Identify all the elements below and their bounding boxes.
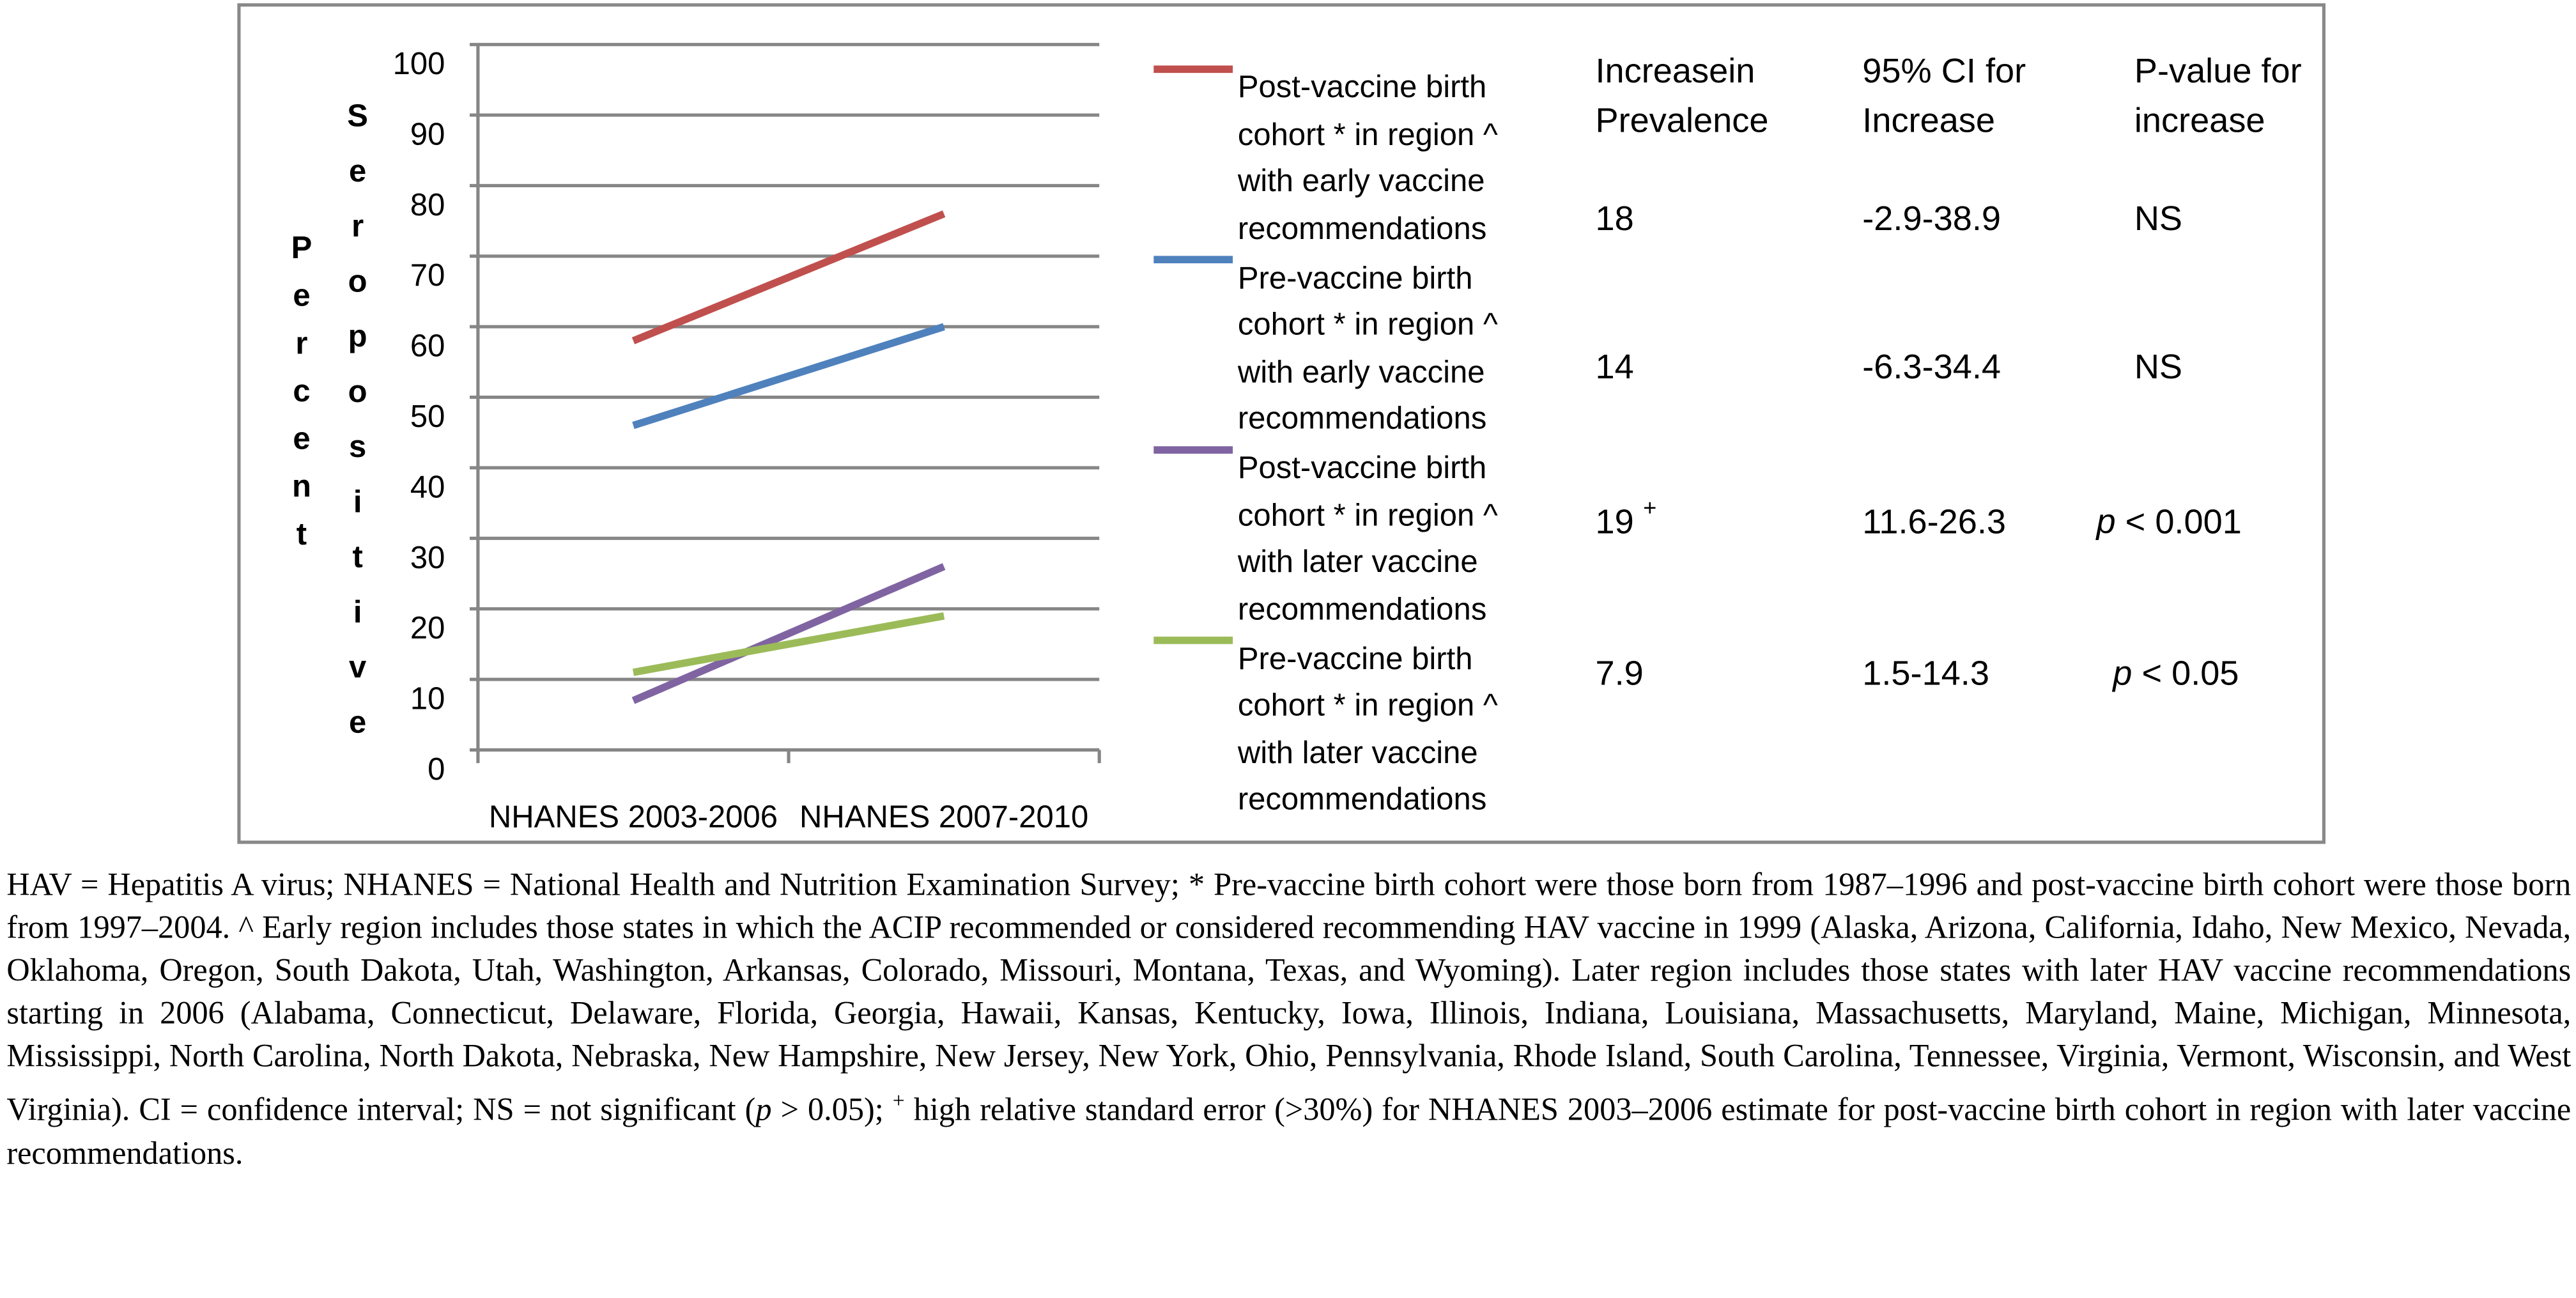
- caption: HAV = Hepatitis A virus; NHANES = Nation…: [6, 865, 2571, 1176]
- table-cell: 14: [1595, 348, 1633, 386]
- table-cell: 18: [1595, 199, 1633, 238]
- table-cell: NS: [2134, 199, 2182, 238]
- legend-label: Pre-vaccine birth cohort * in region ^ w…: [1237, 642, 1498, 818]
- y-tick-label: 0: [428, 752, 445, 787]
- y-tick-label: 90: [410, 117, 445, 151]
- table-cell: p < 0.001: [2095, 502, 2242, 541]
- table-header: P-value for increase: [2134, 52, 2302, 141]
- table-cell: p < 0.05: [2111, 654, 2239, 693]
- table-cell: -6.3-34.4: [1862, 348, 2001, 386]
- y-tick-label: 60: [410, 329, 445, 364]
- y-tick-label: 50: [410, 399, 445, 434]
- table-cell: -2.9-38.9: [1862, 199, 2001, 238]
- legend-entry: Pre-vaccine birth cohort * in region ^ w…: [1237, 261, 1498, 437]
- y-tick-label: 80: [410, 188, 445, 222]
- y-axis-label: Percent: [284, 231, 319, 564]
- caption-text: high relative standard error (>30%) for …: [6, 1093, 2572, 1171]
- superscript: +: [1643, 494, 1656, 520]
- y-tick-label: 20: [410, 611, 445, 645]
- table-header: Increasein Prevalence: [1595, 52, 1769, 141]
- series-line: [632, 323, 945, 429]
- series-line: [632, 612, 945, 676]
- caption-text: > 0.05);: [771, 1093, 893, 1129]
- y-tick-label: 40: [410, 470, 445, 504]
- series-line: [631, 210, 946, 344]
- legend-entry: Post-vaccine birth cohort * in region ^ …: [1237, 70, 1498, 247]
- header-cell: P-value for increase: [2134, 52, 2302, 141]
- table-header: 95% CI for Increase: [1862, 52, 2026, 141]
- table-cell: 1.5-14.3: [1862, 654, 1989, 693]
- legend-label: Post-vaccine birth cohort * in region ^ …: [1237, 70, 1498, 247]
- legend-entry: Pre-vaccine birth cohort * in region ^ w…: [1237, 642, 1498, 818]
- table-cell: NS: [2134, 348, 2182, 386]
- frame: [237, 3, 2325, 844]
- y-tick-label: 70: [410, 258, 445, 293]
- legend-label: Post-vaccine birth cohort * in region ^ …: [1237, 451, 1498, 628]
- table-cell: 11.6-26.3: [1862, 502, 2006, 541]
- caption-text: p: [755, 1093, 772, 1129]
- caption-text: HAV = Hepatitis A virus; NHANES = Nation…: [6, 869, 2572, 1129]
- table-cell: 19: [1595, 502, 1633, 541]
- series-line: [631, 563, 946, 704]
- x-tick-label: NHANES 2003-2006: [489, 800, 778, 835]
- x-tick-label: NHANES 2007-2010: [799, 800, 1088, 835]
- legend-label: Pre-vaccine birth cohort * in region ^ w…: [1237, 261, 1498, 437]
- table-cell: 7.9: [1595, 654, 1643, 693]
- y-tick-label: 10: [410, 682, 445, 716]
- y-tick-label: 100: [393, 47, 445, 81]
- y-axis-label: Seropositive: [341, 99, 375, 761]
- header-cell: Increasein Prevalence: [1595, 52, 1769, 141]
- header-cell: 95% CI for Increase: [1862, 52, 2026, 141]
- caption-text: +: [892, 1088, 905, 1113]
- y-tick-label: 30: [410, 541, 445, 575]
- caption-box: HAV = Hepatitis A virus; NHANES = Nation…: [6, 865, 2571, 1176]
- legend-entry: Post-vaccine birth cohort * in region ^ …: [1237, 451, 1498, 628]
